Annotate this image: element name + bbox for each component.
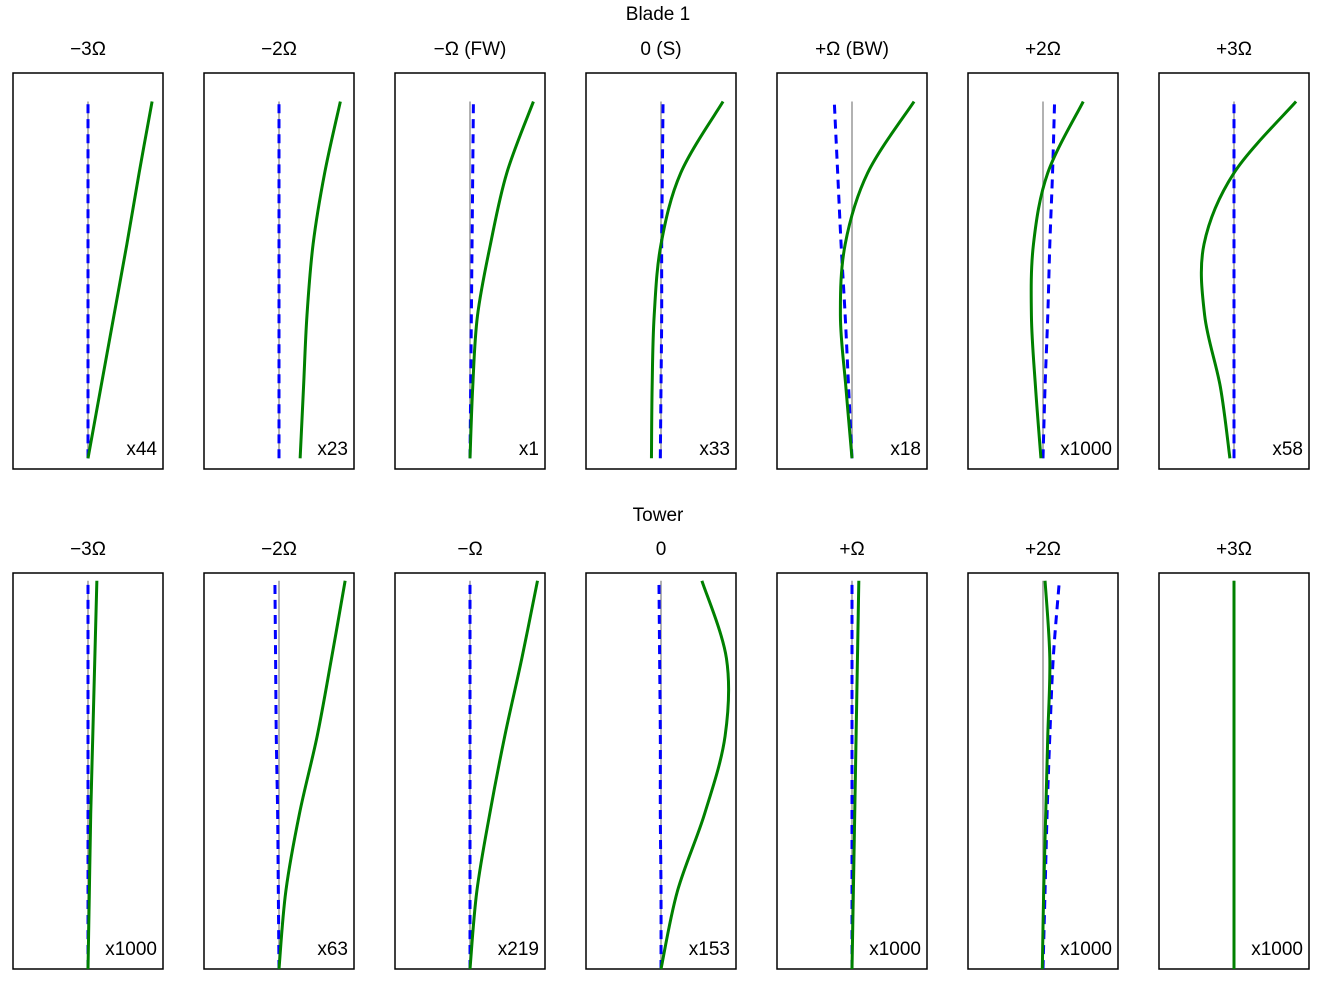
panel-title: −Ω bbox=[457, 539, 482, 560]
panel-frame bbox=[967, 72, 1119, 470]
mode-shape-line bbox=[298, 101, 342, 459]
panel-frame bbox=[776, 72, 928, 470]
panel-title: +Ω bbox=[839, 539, 864, 560]
row-title: Blade 1 bbox=[626, 4, 690, 25]
mode-shape-line bbox=[1041, 580, 1061, 970]
scale-annotation: x1 bbox=[519, 439, 539, 460]
panel-frame bbox=[585, 72, 737, 470]
scale-annotation: x44 bbox=[126, 439, 157, 460]
mode-shape-line bbox=[468, 580, 539, 970]
panel-title: −3Ω bbox=[70, 39, 106, 60]
scale-annotation: x18 bbox=[890, 439, 921, 460]
panel-title: 0 (S) bbox=[640, 39, 681, 60]
scale-annotation: x1000 bbox=[1060, 939, 1112, 960]
scale-annotation: x1000 bbox=[1060, 439, 1112, 460]
scale-annotation: x1000 bbox=[869, 939, 921, 960]
mode-shape-line bbox=[657, 580, 663, 970]
mode-shape-line bbox=[86, 580, 99, 970]
scale-annotation: x58 bbox=[1272, 439, 1303, 460]
panel-title: +3Ω bbox=[1216, 539, 1252, 560]
panel-title: −2Ω bbox=[261, 39, 297, 60]
panel-title: −3Ω bbox=[70, 539, 106, 560]
panel-frame bbox=[1158, 72, 1310, 470]
panel-title: +2Ω bbox=[1025, 39, 1061, 60]
mode-shape-line bbox=[1199, 100, 1298, 459]
mode-shape-line bbox=[649, 100, 725, 459]
mode-shape-line bbox=[838, 100, 916, 459]
panel-frame bbox=[203, 72, 355, 470]
scale-annotation: x63 bbox=[317, 939, 348, 960]
mode-shape-line bbox=[659, 580, 731, 970]
scale-annotation: x219 bbox=[498, 939, 539, 960]
mode-shape-line bbox=[832, 101, 854, 459]
scale-annotation: x1000 bbox=[1251, 939, 1303, 960]
scale-annotation: x23 bbox=[317, 439, 348, 460]
panel-title: −2Ω bbox=[261, 539, 297, 560]
mode-shape-line bbox=[850, 580, 861, 970]
panel-title: +Ω (BW) bbox=[815, 39, 889, 60]
mode-shape-line bbox=[1041, 101, 1057, 459]
scale-annotation: x1000 bbox=[105, 939, 157, 960]
mode-shape-line bbox=[1040, 580, 1052, 970]
mode-shape-line bbox=[658, 101, 665, 459]
panel-title: 0 bbox=[656, 539, 667, 560]
mode-shape-line bbox=[86, 101, 154, 459]
panel-title: +3Ω bbox=[1216, 39, 1252, 60]
mode-shape-line bbox=[1029, 100, 1085, 459]
mode-shape-line bbox=[468, 101, 475, 459]
panel-title: +2Ω bbox=[1025, 539, 1061, 560]
mode-shape-line bbox=[468, 101, 535, 459]
scale-annotation: x153 bbox=[689, 939, 730, 960]
panel-frame bbox=[394, 72, 546, 470]
row-title: Tower bbox=[633, 505, 684, 526]
panel-frame bbox=[12, 72, 164, 470]
mode-shape-line bbox=[273, 580, 281, 970]
mode-shape-line bbox=[277, 580, 347, 970]
scale-annotation: x33 bbox=[699, 439, 730, 460]
panel-title: −Ω (FW) bbox=[434, 39, 507, 60]
